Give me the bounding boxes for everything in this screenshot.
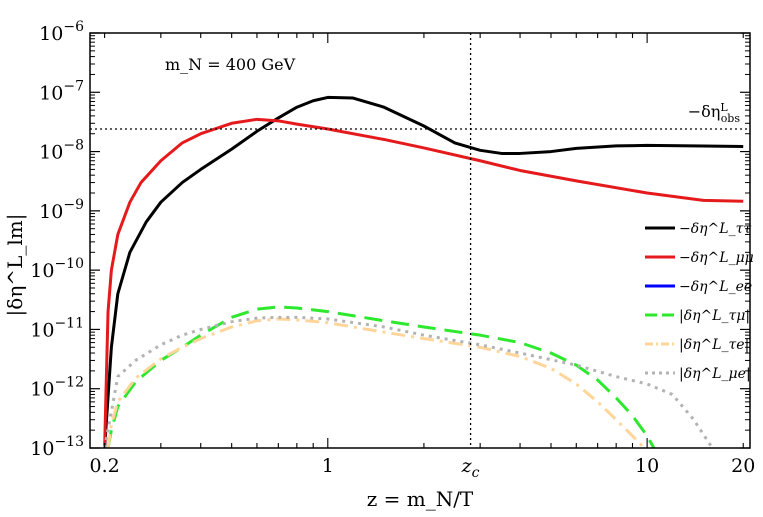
y-tick-exponent: −8 [63, 138, 84, 154]
reference-label-obs: −δηL obs [688, 101, 741, 125]
x-tick-label: 20 [731, 455, 755, 477]
y-tick-exponent: −13 [54, 434, 84, 450]
y-tick-exponent: −10 [54, 256, 84, 272]
x-tick-zc-sub: c [472, 465, 480, 481]
x-tick-label: 0.2 [90, 455, 120, 477]
y-axis-title: |δη^L_lm| [3, 214, 28, 317]
annotation-mass: m_N = 400 GeV [165, 55, 296, 74]
y-tick-exponent: −7 [63, 78, 84, 94]
legend-label-3: |δη^L_τμ| [679, 308, 750, 324]
y-tick-base: 10 [30, 319, 54, 341]
series-line-1 [103, 117, 744, 448]
reference-lines: −δηL obs [90, 33, 750, 448]
y-tick-exponent: −6 [63, 19, 84, 35]
y-tick-exponent: −12 [54, 375, 84, 391]
legend-label-4: |δη^L_τe| [679, 337, 749, 353]
legend-label-2: −δη^L_ee [679, 279, 752, 295]
x-tick-label: 1 [322, 455, 334, 477]
y-tick-base: 10 [30, 260, 54, 282]
y-tick-base: 10 [39, 201, 63, 223]
y-tick-label: 10−8 [39, 138, 84, 164]
series-line-5 [103, 315, 714, 448]
x-axis-title: z = m_N/T [367, 487, 474, 511]
series-line-0 [103, 95, 744, 448]
reference-label-sub: obs [721, 112, 741, 125]
y-tick-exponent: −9 [63, 197, 84, 213]
reference-label-sup: L [720, 101, 728, 114]
y-tick-label: 10−11 [30, 315, 84, 341]
y-tick-base: 10 [30, 379, 54, 401]
x-tick-zc: z [461, 455, 473, 477]
y-tick-label: 10−12 [30, 375, 84, 401]
y-tick-base: 10 [39, 82, 63, 104]
legend-label-5: |δη^L_μe| [679, 366, 751, 382]
x-tick-label: zc [461, 455, 480, 481]
y-tick-label: 10−13 [30, 434, 84, 460]
y-tick-base: 10 [39, 142, 63, 164]
legend-label-1: −δη^L_μμ [679, 250, 754, 266]
legend-label-0: −δη^L_ττ [679, 221, 751, 237]
y-tick-base: 10 [30, 438, 54, 460]
y-tick-label: 10−9 [39, 197, 84, 223]
y-tick-base: 10 [39, 23, 63, 45]
y-tick-label: 10−10 [30, 256, 84, 282]
plot-frame [89, 32, 751, 449]
y-tick-label: 10−7 [39, 78, 84, 104]
legend: −δη^L_ττ −δη^L_μμ −δη^L_ee |δη^L_τμ| |δη^L_τ… [645, 221, 754, 382]
x-tick-label: 10 [635, 455, 659, 477]
y-tick-exponent: −11 [54, 315, 84, 331]
plot-layer [103, 95, 744, 448]
y-tick-label: 10−6 [39, 19, 84, 45]
series-line-4 [106, 317, 646, 448]
series-line-3 [106, 305, 656, 448]
